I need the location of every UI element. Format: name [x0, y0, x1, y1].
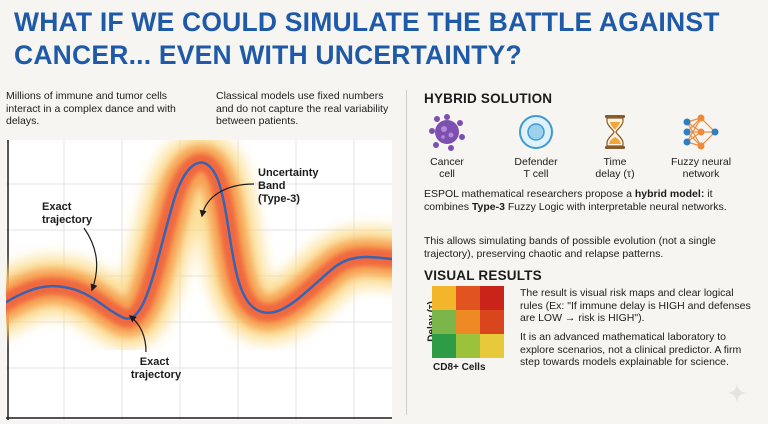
heatmap-cell: [432, 286, 456, 310]
icon-label-fuzzy-network: Fuzzy neural network: [670, 156, 732, 180]
heatmap-x-axis-label: CD8+ Cells: [433, 362, 486, 373]
risk-heatmap: [432, 286, 504, 358]
intro-left-text: Millions of immune and tumor cells inter…: [6, 90, 176, 127]
icon-time-delay: Time delay (τ): [580, 112, 650, 180]
icon-fuzzy-network: Fuzzy neural network: [666, 112, 736, 180]
sparkle-icon: [727, 383, 747, 403]
hybrid-paragraph-1: ESPOL mathematical researchers propose a…: [424, 188, 727, 213]
exact-trajectory-line: [6, 161, 392, 320]
label-exact-trajectory-bottom: Exact trajectory: [131, 356, 182, 381]
heatmap-cell: [432, 310, 456, 334]
icon-t-cell: Defender T cell: [501, 112, 571, 180]
column-divider: [406, 90, 407, 415]
hybrid-solution-heading: HYBRID SOLUTION: [424, 91, 553, 106]
uncertainty-chart: Exact trajectory Uncertainty Band (Type-…: [6, 140, 392, 420]
visual-paragraph-1: The result is visual risk maps and clear…: [520, 287, 751, 324]
label-uncertainty-band: Uncertainty Band (Type-3): [258, 167, 322, 205]
neural-network-icon: [683, 114, 719, 150]
hourglass-icon: [605, 115, 625, 149]
visual-results-heading: VISUAL RESULTS: [424, 268, 542, 283]
arrow-exact-top: [83, 227, 98, 292]
heatmap-cell: [432, 334, 456, 358]
heatmap-cell: [480, 286, 504, 310]
cancer-cell-icon: [429, 114, 465, 151]
icon-label-cancer-cell: Cancer cell: [430, 156, 464, 180]
heatmap-cell: [456, 310, 480, 334]
t-cell-icon: [519, 115, 553, 149]
icon-label-t-cell: Defender T cell: [514, 156, 558, 180]
page-title: WHAT IF WE COULD SIMULATE THE BATTLE AGA…: [14, 7, 720, 70]
heatmap-cell: [480, 334, 504, 358]
intro-right-text: Classical models use fixed numbers and d…: [216, 90, 389, 127]
icon-cancer-cell: Cancer cell: [412, 112, 482, 180]
heatmap-cell: [456, 286, 480, 310]
heatmap-cell: [456, 334, 480, 358]
hybrid-paragraph-2: This allows simulating bands of possible…: [424, 235, 716, 260]
icon-label-time-delay: Time delay (τ): [595, 156, 635, 180]
visual-paragraph-2: It is an advanced mathematical laborator…: [520, 331, 742, 368]
label-exact-trajectory-top: Exact trajectory: [42, 201, 93, 226]
arrow-exact-bottom: [128, 315, 147, 353]
heatmap-cell: [480, 310, 504, 334]
arrow-uncertainty: [199, 183, 255, 218]
